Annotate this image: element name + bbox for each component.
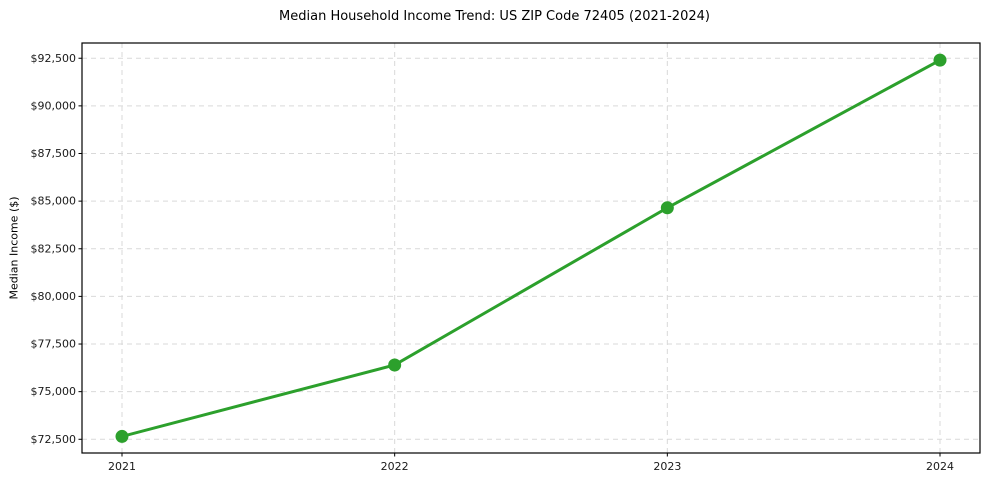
data-line <box>120 58 942 438</box>
y-tick-label: $80,000 <box>31 290 77 303</box>
chart-title: Median Household Income Trend: US ZIP Co… <box>279 9 710 24</box>
data-point-2021[interactable] <box>115 429 129 443</box>
y-tick-label: $92,500 <box>31 52 77 65</box>
x-tick-label: 2022 <box>381 460 409 473</box>
data-point-2024[interactable] <box>933 53 947 67</box>
x-tick-label: 2023 <box>653 460 681 473</box>
y-tick-label: $85,000 <box>31 195 77 208</box>
y-tick-label: $75,000 <box>31 385 77 398</box>
x-tick-label: 2024 <box>926 460 954 473</box>
y-tick-label: $72,500 <box>31 433 77 446</box>
data-point-2022[interactable] <box>388 358 402 372</box>
y-tick-label: $82,500 <box>31 242 77 255</box>
y-tick-label: $90,000 <box>31 99 77 112</box>
plot-border <box>81 42 981 454</box>
y-tick-label: $87,500 <box>31 147 77 160</box>
data-point-2023[interactable] <box>660 201 674 215</box>
x-tick-label: 2021 <box>108 460 136 473</box>
y-tick-label: $77,500 <box>31 338 77 351</box>
